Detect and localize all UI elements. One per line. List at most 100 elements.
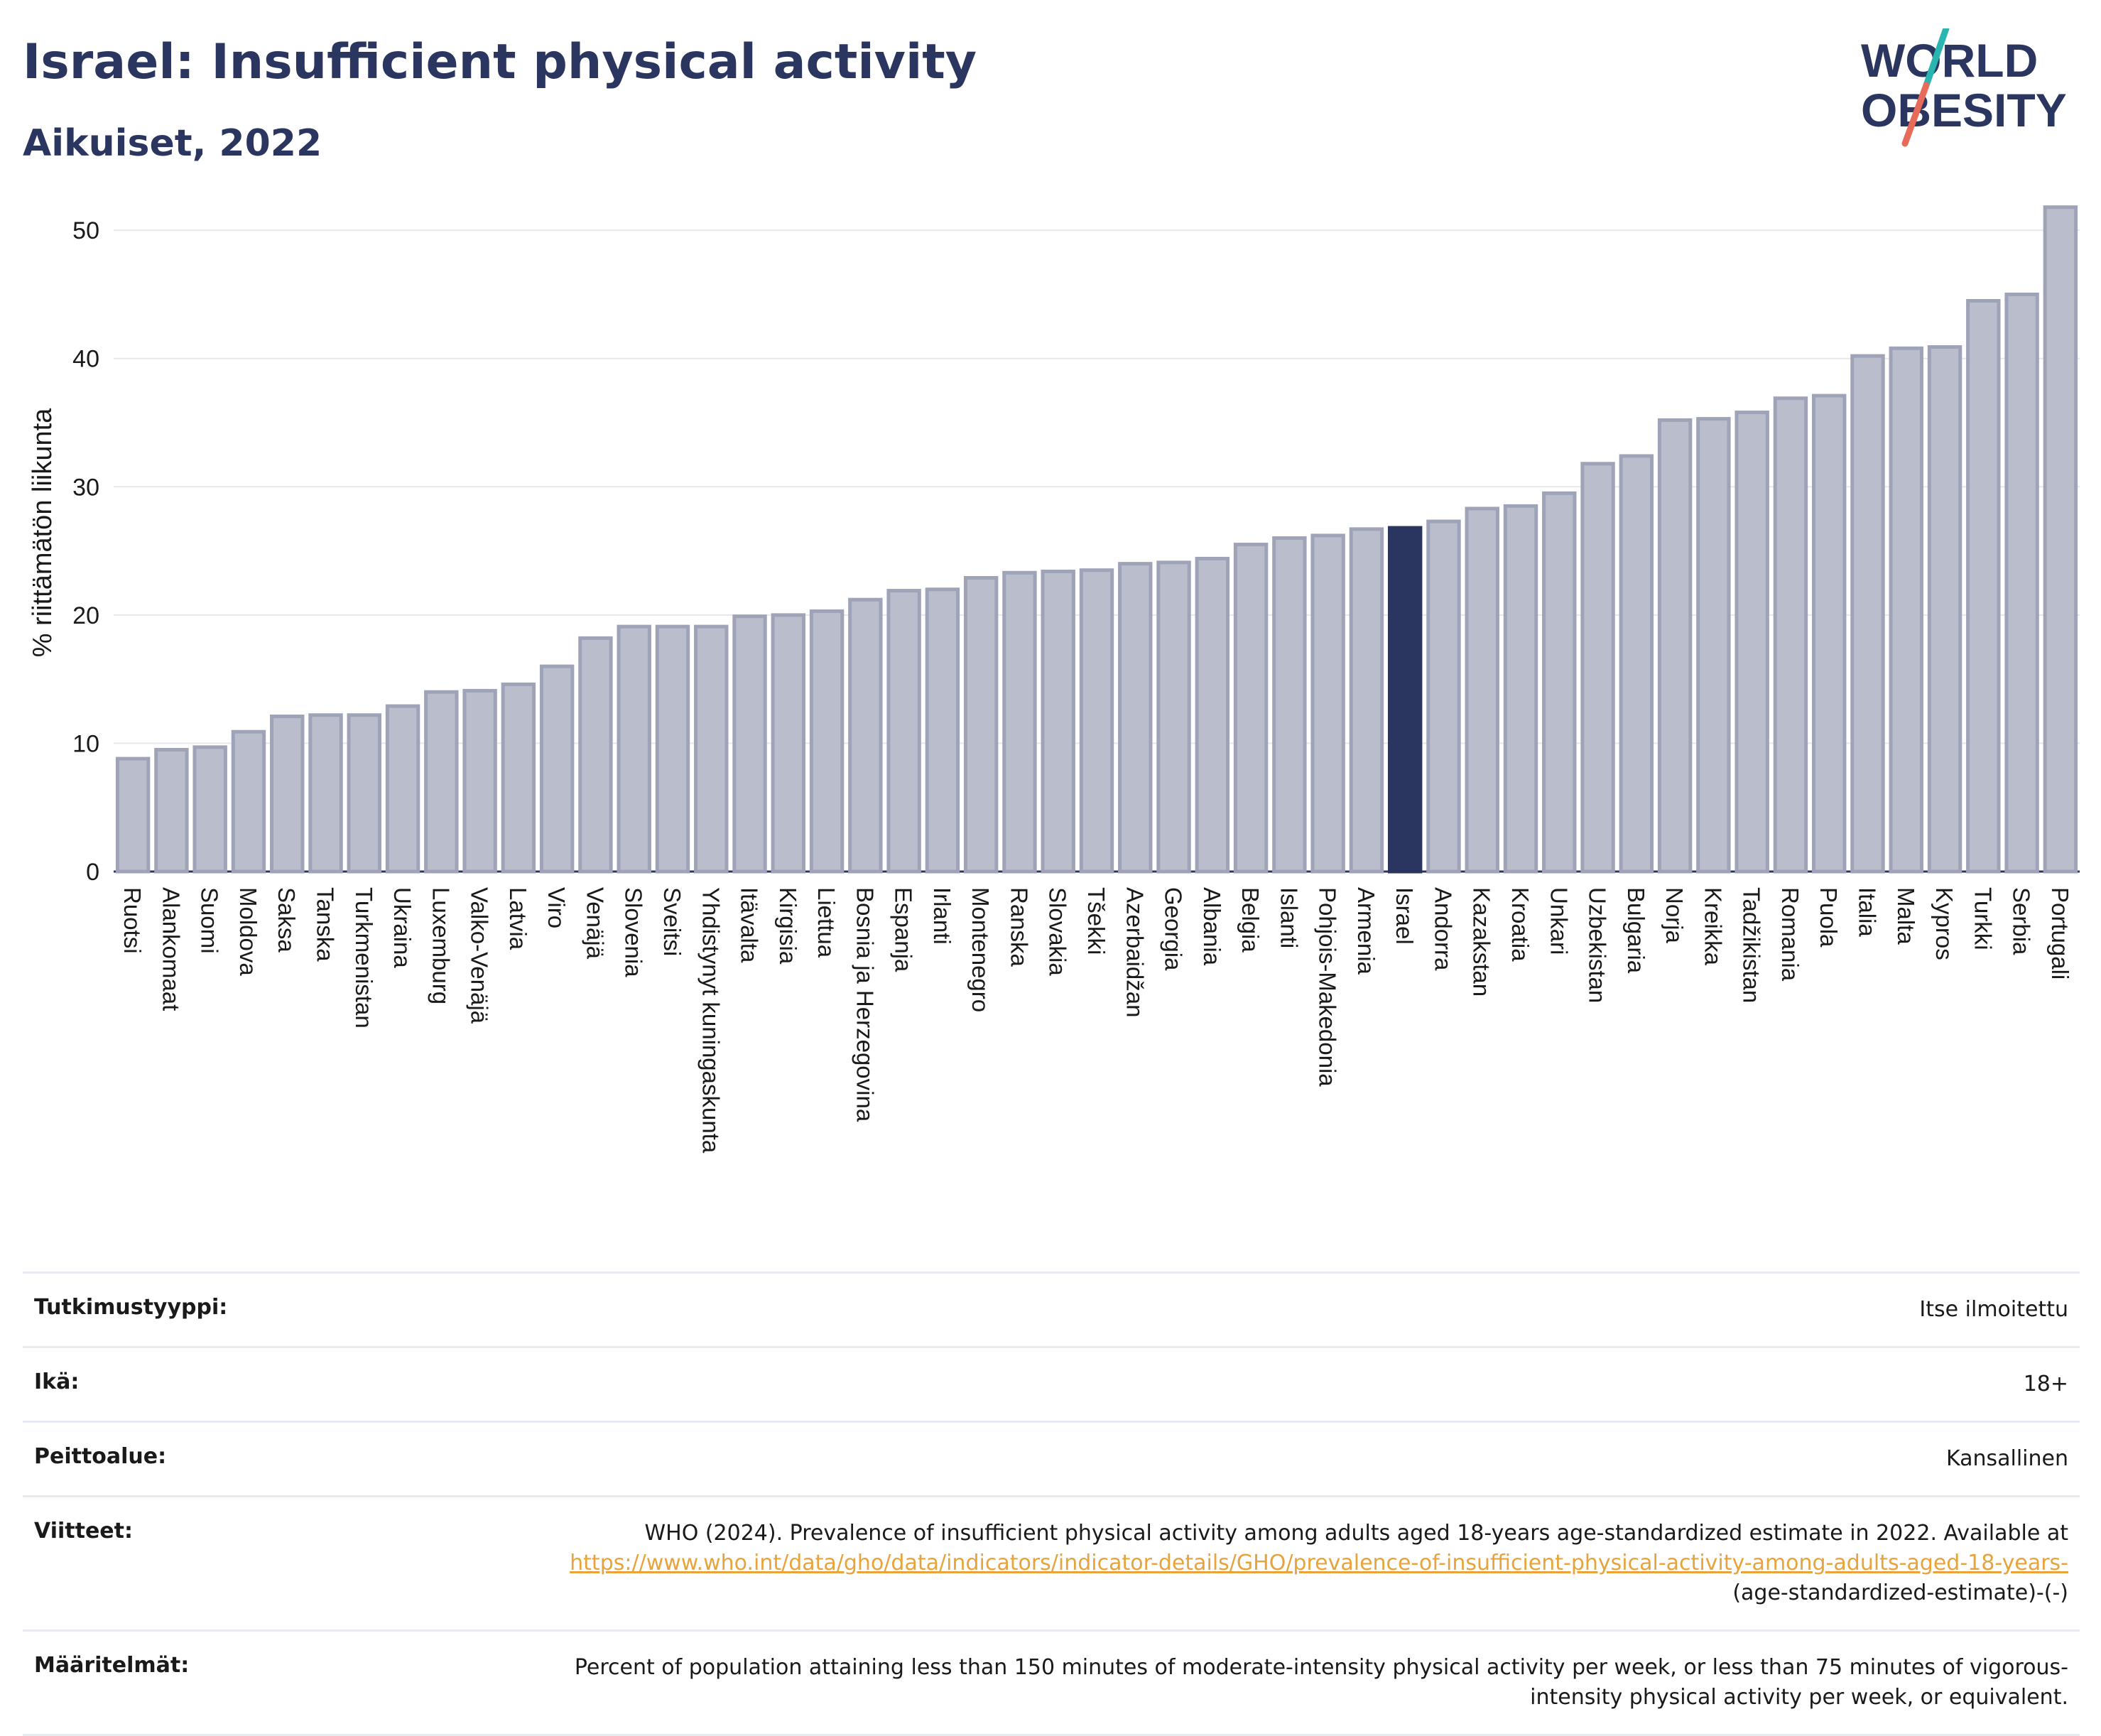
bar xyxy=(270,715,305,874)
bar xyxy=(1927,345,1962,874)
bar-chart: 0 10 20 30 40 50 Ruotsi Alankomaat Suomi Moldova… xyxy=(28,205,2080,1154)
info-row-references: Viitteet: WHO (2024). Prevalence of insu… xyxy=(23,1495,2080,1629)
bar xyxy=(1349,527,1384,874)
x-tick-label: Armenia xyxy=(1353,887,1379,975)
x-tick-label: Azerbaidžan xyxy=(1122,887,1148,1017)
bar xyxy=(655,624,690,874)
x-tick-label: Valko-Venäjä xyxy=(467,887,493,1024)
logo-line2: OBESITY xyxy=(1861,84,2067,136)
x-tick-label: Latvia xyxy=(505,887,531,950)
x-tick-label: Belgia xyxy=(1237,887,1264,953)
bar xyxy=(192,745,227,874)
bar xyxy=(1426,519,1461,874)
x-tick-label: Yhdistynyt kuningaskunta xyxy=(697,887,724,1154)
bar xyxy=(1542,491,1577,874)
x-tick-label: Uzbekistan xyxy=(1585,887,1611,1003)
x-tick-label: Turkmenistan xyxy=(351,887,377,1029)
x-tick-label: Kreikka xyxy=(1700,887,1726,966)
x-tick-label: Norja xyxy=(1661,887,1688,944)
x-tick-label: Sveitsi xyxy=(659,887,685,956)
bar xyxy=(424,690,459,874)
x-tick-label: Slovenia xyxy=(621,887,647,977)
x-tick-label: Albania xyxy=(1199,887,1225,966)
reference-text: WHO (2024). Prevalence of insufficient p… xyxy=(644,1521,2068,1546)
info-row-age: Ikä: 18+ xyxy=(23,1346,2080,1421)
info-label: Peittoalue: xyxy=(34,1444,167,1469)
bar xyxy=(848,597,883,874)
x-tick-label: Portugali xyxy=(2047,887,2073,980)
bar xyxy=(1696,417,1731,874)
bar xyxy=(1041,569,1075,874)
y-tick-label: 20 xyxy=(72,602,99,629)
y-tick-label: 50 xyxy=(72,217,99,244)
bar xyxy=(1079,568,1114,874)
x-tick-label: Kypros xyxy=(1931,887,1958,960)
bar xyxy=(963,576,999,874)
x-tick-label: Turkki xyxy=(1970,887,1996,950)
bar xyxy=(1734,411,1769,874)
bar xyxy=(539,664,575,874)
x-tick-label: Alankomaat xyxy=(158,887,184,1011)
bar xyxy=(886,589,921,874)
x-tick-label: Kroatia xyxy=(1507,887,1533,962)
bar xyxy=(1773,396,1808,874)
page-subtitle: Aikuiset, 2022 xyxy=(23,122,322,165)
y-axis-label: % riittämätön liikunta xyxy=(28,408,58,657)
bar xyxy=(2004,292,2039,874)
bar xyxy=(308,713,343,874)
x-tick-label: Puola xyxy=(1815,887,1842,948)
x-tick-label: Saksa xyxy=(273,887,300,953)
x-tick-label: Islanti xyxy=(1276,887,1302,948)
x-tick-label: Bosnia ja Herzegovina xyxy=(852,887,878,1122)
bar xyxy=(385,704,420,874)
x-tick-label: Liettua xyxy=(813,887,840,958)
x-tick-label: Malta xyxy=(1893,887,1919,945)
x-tick-label: Ukraina xyxy=(389,887,416,968)
bar xyxy=(1233,543,1269,874)
x-tick-label: Tšekki xyxy=(1083,887,1109,955)
y-tick-label: 0 xyxy=(86,859,99,886)
info-value: Kansallinen xyxy=(1945,1446,2068,1471)
info-label: Määritelmät: xyxy=(34,1653,190,1678)
logo-slash-bottom xyxy=(1901,82,1930,147)
x-tick-label: Espanja xyxy=(891,887,917,972)
x-tick-label: Bulgaria xyxy=(1623,887,1649,974)
x-tick-label: Tadžikistan xyxy=(1739,887,1765,1003)
bar xyxy=(578,636,613,874)
bar xyxy=(2043,205,2078,874)
bar xyxy=(1156,560,1191,874)
bar xyxy=(115,756,151,874)
y-tick-label: 30 xyxy=(72,474,99,501)
info-label: Ikä: xyxy=(34,1369,80,1394)
bar xyxy=(1966,298,2001,874)
x-tick-label: Montenegro xyxy=(967,887,994,1012)
bar xyxy=(1310,533,1345,874)
page-title: Israel: Insufficient physical activity xyxy=(23,34,977,90)
y-tick-labels: 0 10 20 30 40 50 xyxy=(72,217,99,886)
bar xyxy=(1850,354,1885,874)
info-row-definitions: Määritelmät: Percent of population attai… xyxy=(23,1629,2080,1736)
bar xyxy=(1889,346,1923,874)
x-tick-label: Moldova xyxy=(235,887,261,976)
x-tick-label: Unkari xyxy=(1546,887,1572,955)
bar xyxy=(1580,462,1615,874)
bar xyxy=(154,747,189,874)
x-tick-label: Georgia xyxy=(1161,887,1187,971)
x-tick-label: Venäjä xyxy=(582,887,608,960)
info-table: Tutkimustyyppi: Itse ilmoitettu Ikä: 18+… xyxy=(23,1271,2080,1736)
info-row-survey-type: Tutkimustyyppi: Itse ilmoitettu xyxy=(23,1271,2080,1346)
x-tick-label: Kazakstan xyxy=(1469,887,1495,997)
bar xyxy=(925,587,960,874)
x-tick-label: Pohjois-Makedonia xyxy=(1315,887,1341,1087)
x-tick-label: Tanska xyxy=(313,887,339,962)
x-tick-labels: Ruotsi Alankomaat Suomi Moldova Saksa Tanska T… xyxy=(119,887,2073,1154)
bar xyxy=(1195,556,1230,874)
bar xyxy=(462,688,497,874)
reference-link[interactable]: https://www.who.int/data/gho/data/indica… xyxy=(570,1551,2068,1575)
bar xyxy=(1002,570,1037,874)
bar xyxy=(231,729,266,874)
bar xyxy=(1812,394,1847,874)
bar-highlight xyxy=(1387,526,1423,874)
x-tick-label: Israel xyxy=(1391,887,1418,945)
bar xyxy=(694,624,729,874)
